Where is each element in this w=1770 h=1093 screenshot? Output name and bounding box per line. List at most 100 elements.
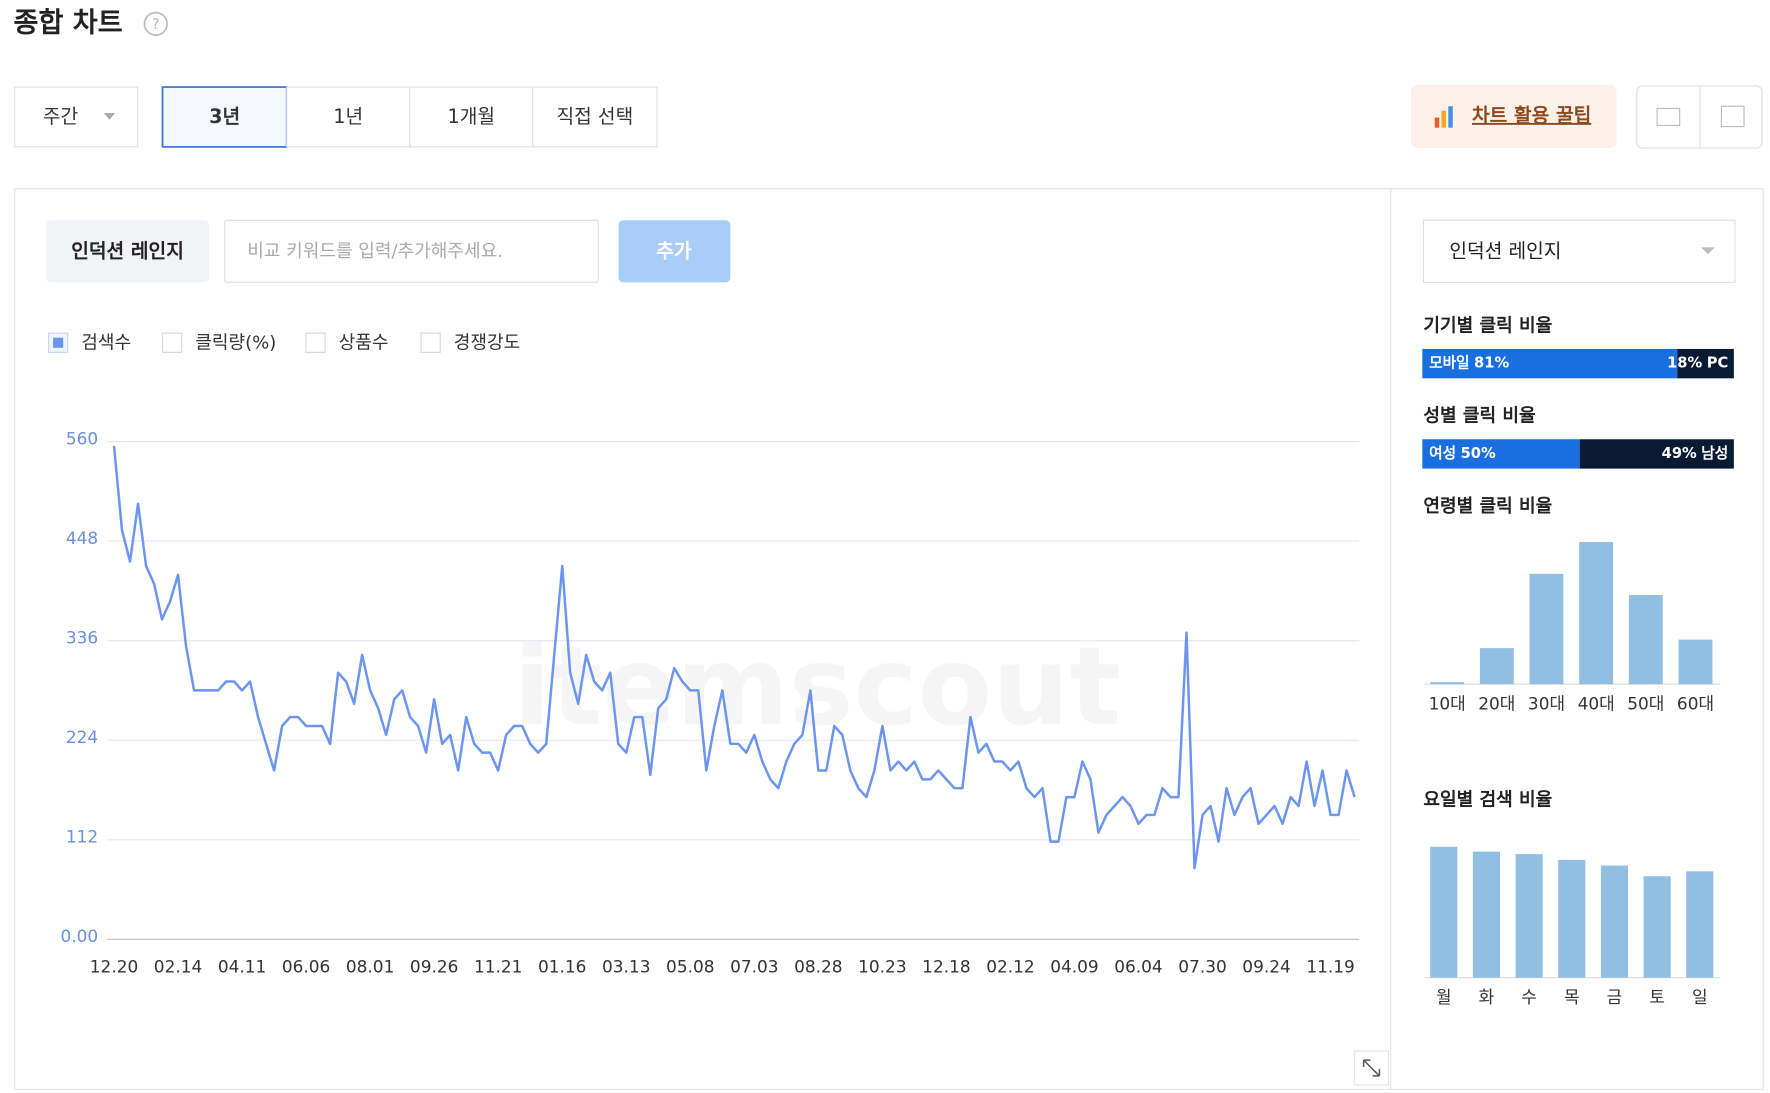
y-tick-label: 112 [66,827,98,847]
y-tick-label: 560 [66,428,98,448]
ratio-title: 기기별 클릭 비율 [1423,315,1552,336]
x-tick-label: 목 [1564,987,1580,1007]
x-tick-label: 06.04 [1114,957,1162,977]
x-tick-label: 금 [1607,987,1623,1007]
ratio-label: 49% 남성 [1662,444,1729,462]
y-tick-label: 0.00 [61,926,99,946]
x-tick-label: 07.03 [730,957,778,977]
bar [1515,854,1543,978]
x-tick-label: 30대 [1528,694,1565,714]
bar [1678,639,1713,685]
x-tick-label: 10.23 [858,957,906,977]
x-tick-label: 02.12 [986,957,1034,977]
x-tick-label: 화 [1479,987,1495,1007]
x-tick-label: 02.14 [154,957,202,977]
legend-checkbox[interactable] [161,332,183,353]
range-tab-label: 1년 [333,105,363,128]
ratio-segment [1422,348,1678,379]
x-tick-label: 12.18 [922,957,970,977]
bar [1430,682,1465,685]
period-select[interactable] [14,86,139,148]
x-tick-label: 04.09 [1050,957,1098,977]
keyword-input[interactable] [224,219,599,283]
tip-icon [1434,117,1440,128]
ratio-value-label: 18% [1667,355,1702,372]
image-export[interactable] [1656,107,1681,127]
range-tab[interactable] [532,86,658,148]
keyword-chip-label: 인덕션 레인지 [71,239,184,262]
range-tab-label: 직접 선택 [557,105,634,128]
x-tick-label: 월 [1436,987,1452,1007]
ratio-label: 18% PC [1667,355,1728,372]
chart-title: 요일별 검색 비율 [1423,789,1552,810]
bar [1600,865,1628,978]
x-tick-label: 50대 [1627,694,1664,714]
range-tab-label: 3년 [209,105,240,128]
keyword-chip[interactable] [46,220,209,283]
ratio-label: 모바일 81% [1429,355,1509,372]
x-tick-label: 12.20 [90,957,138,977]
x-tick-label: 11.21 [474,957,522,977]
legend-label: 경쟁강도 [454,332,520,353]
ratio-value-label: 49% [1662,445,1697,462]
ratio-segment [1677,348,1734,379]
y-tick-label: 336 [66,627,98,647]
ratio-name: 모바일 [1429,355,1469,372]
x-tick-label: 40대 [1578,694,1615,714]
legend-label: 검색수 [81,332,131,353]
y-tick-label: 448 [66,528,98,548]
add-button[interactable] [618,220,731,283]
x-tick-label: 03.13 [602,957,650,977]
range-tab[interactable] [161,86,288,148]
x-tick-label: 수 [1521,987,1537,1007]
range-tab[interactable] [409,86,534,148]
help-icon-mark: ? [152,16,160,33]
tip-icon [1441,110,1447,128]
y-tick-label: 224 [66,727,98,747]
x-tick-label: 07.30 [1178,957,1226,977]
x-tick-label: 일 [1692,987,1708,1007]
tip-icon [1448,106,1453,128]
bar [1472,851,1500,978]
ratio-name: PC [1707,355,1729,372]
excel-export[interactable] [1720,105,1745,128]
bar [1643,876,1671,978]
ratio-label: 여성 50% [1429,444,1496,462]
bar [1479,648,1514,685]
bar [1686,871,1714,978]
keyword-input-placeholder: 비교 키워드를 입력/추가해주세요. [247,241,503,262]
help-icon[interactable] [143,11,168,36]
ratio-segment [1579,439,1734,469]
x-tick-label: 01.16 [538,957,586,977]
ratio-name: 남성 [1701,444,1728,462]
x-tick-label: 05.08 [666,957,714,977]
x-tick-label: 06.06 [282,957,330,977]
x-tick-label: 20대 [1478,694,1515,714]
ratio-value-label: 50% [1461,445,1496,462]
x-tick-label: 토 [1649,987,1665,1007]
bar [1529,573,1564,685]
keyword-select-label: 인덕션 레인지 [1449,239,1561,262]
x-tick-label: 10대 [1429,694,1466,714]
tip-button[interactable] [1411,84,1617,149]
page-title: 종합 차트 [14,7,123,38]
chart-title: 연령별 클릭 비율 [1423,496,1552,517]
ratio-segment [1422,439,1580,469]
x-tick-label: 09.26 [410,957,458,977]
legend-checkbox[interactable] [305,332,326,353]
x-tick-label: 04.11 [218,957,266,977]
x-tick-label: 08.28 [794,957,842,977]
x-tick-label: 11.19 [1306,957,1354,977]
legend-checkbox[interactable] [420,332,441,353]
legend-label: 클릭량(%) [195,332,276,353]
x-tick-label: 09.24 [1242,957,1290,977]
ratio-name: 여성 [1429,444,1456,462]
keyword-select[interactable] [1422,219,1736,283]
x-tick-label: 60대 [1677,694,1714,714]
legend-label: 상품수 [339,332,389,353]
x-tick-label: 08.01 [346,957,394,977]
search-volume-line [112,445,1356,870]
tip-button-label: 차트 활용 꿀팁 [1472,104,1591,127]
bar [1579,542,1614,685]
